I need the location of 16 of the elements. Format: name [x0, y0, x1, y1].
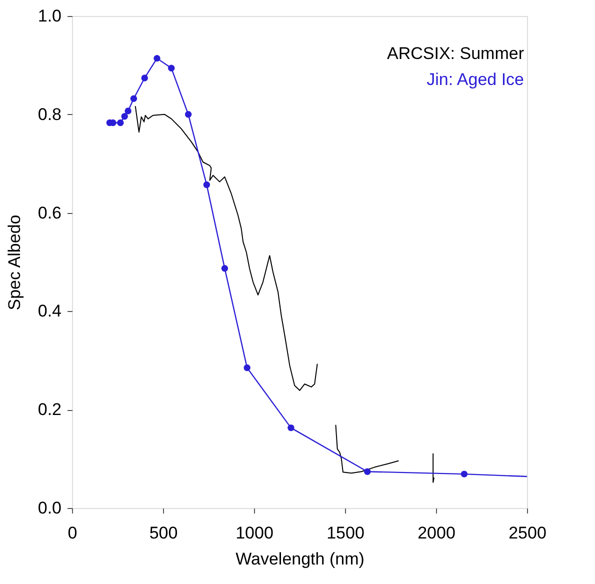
- x-tick-label: 1000: [236, 524, 274, 542]
- y-tick-label: 0.0: [38, 498, 62, 518]
- y-tick-label: 1.0: [38, 6, 62, 26]
- y-tick-label: 0.4: [38, 302, 62, 321]
- y-axis-title: Spec Albedo: [4, 214, 24, 310]
- x-tick-label: 0: [68, 524, 78, 542]
- x-axis-title: Wavelength (nm): [236, 550, 364, 568]
- text: ARCSIX: Summer: [387, 44, 524, 63]
- x-tick-label: 2500: [508, 524, 546, 542]
- y-tick-label: 0.8: [38, 104, 62, 124]
- y-tick-label: 0.6: [38, 203, 62, 222]
- x-tick-label: 500: [149, 524, 178, 542]
- x-tick-label: 1500: [326, 524, 364, 542]
- text: Jin: Aged Ice: [426, 70, 524, 89]
- x-tick-label: 2000: [418, 524, 456, 542]
- y-tick-label: 0.2: [38, 400, 62, 420]
